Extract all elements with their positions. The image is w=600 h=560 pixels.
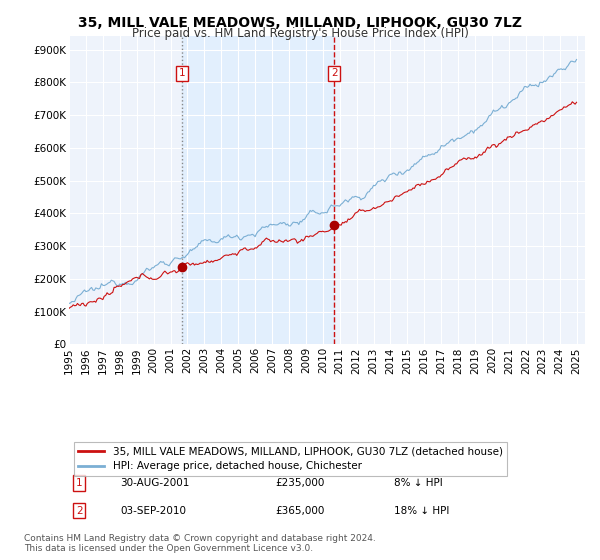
Text: 1: 1: [76, 478, 83, 488]
Text: Contains HM Land Registry data © Crown copyright and database right 2024.
This d: Contains HM Land Registry data © Crown c…: [24, 534, 376, 553]
Text: 8% ↓ HPI: 8% ↓ HPI: [394, 478, 443, 488]
Text: 2: 2: [331, 68, 337, 78]
Text: £235,000: £235,000: [275, 478, 325, 488]
Text: 03-SEP-2010: 03-SEP-2010: [121, 506, 187, 516]
Bar: [182, 36, 334, 344]
Text: 30-AUG-2001: 30-AUG-2001: [121, 478, 190, 488]
Text: 1: 1: [179, 68, 185, 78]
Text: 35, MILL VALE MEADOWS, MILLAND, LIPHOOK, GU30 7LZ: 35, MILL VALE MEADOWS, MILLAND, LIPHOOK,…: [78, 16, 522, 30]
Text: Price paid vs. HM Land Registry's House Price Index (HPI): Price paid vs. HM Land Registry's House …: [131, 27, 469, 40]
Legend: 35, MILL VALE MEADOWS, MILLAND, LIPHOOK, GU30 7LZ (detached house), HPI: Average: 35, MILL VALE MEADOWS, MILLAND, LIPHOOK,…: [74, 442, 507, 475]
Text: 18% ↓ HPI: 18% ↓ HPI: [394, 506, 449, 516]
Text: £365,000: £365,000: [275, 506, 325, 516]
Text: 2: 2: [76, 506, 83, 516]
